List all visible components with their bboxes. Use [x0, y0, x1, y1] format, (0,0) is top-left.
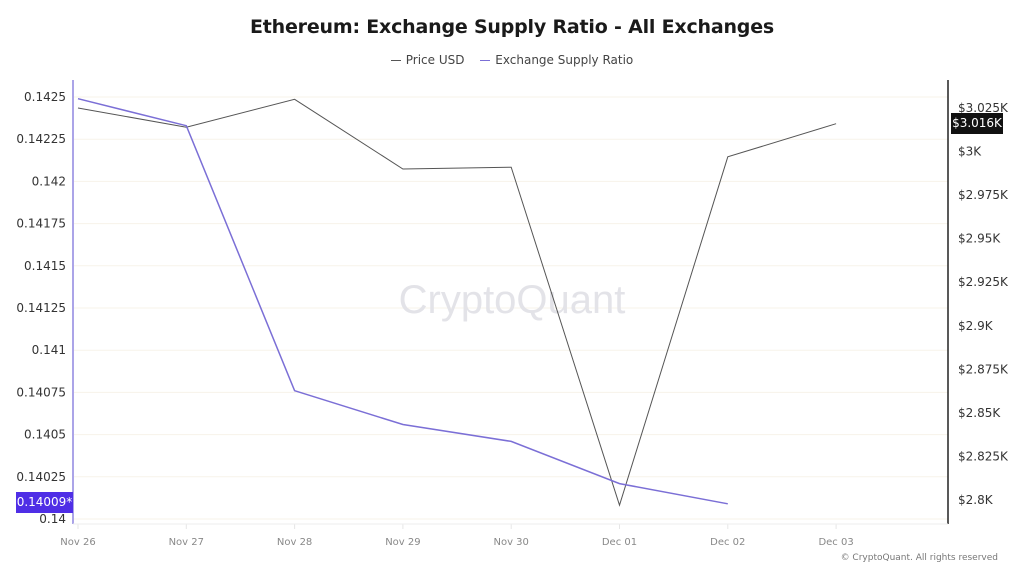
- left-tick-label: 0.142: [32, 174, 66, 188]
- left-tick-label: 0.1425: [24, 90, 66, 104]
- left-tick-label: 0.14175: [16, 217, 66, 231]
- right-tick-label: $2.825K: [958, 449, 1009, 463]
- x-tick-label: Dec 03: [818, 537, 853, 548]
- gridlines: [74, 96, 948, 520]
- legend-label-price: Price USD: [405, 53, 465, 68]
- left-tick-label: 0.14025: [16, 470, 66, 484]
- left-tick-label: 0.1415: [24, 259, 66, 273]
- watermark: CryptoQuant: [399, 278, 626, 322]
- legend-label-supply-ratio: Exchange Supply Ratio: [495, 53, 634, 68]
- right-tick-label: $3.025K: [958, 101, 1009, 115]
- x-tick-label: Dec 01: [602, 537, 637, 548]
- current-price-badge: $3.016K: [951, 113, 1003, 134]
- right-tick-label: $2.925K: [958, 275, 1009, 289]
- right-tick-label: $2.95K: [958, 232, 1001, 246]
- x-tick-label: Dec 02: [710, 537, 745, 548]
- legend-item-price[interactable]: Price USD: [390, 53, 465, 68]
- left-tick-label: 0.14125: [16, 301, 66, 315]
- x-tick-label: Nov 30: [493, 537, 528, 548]
- x-tick-label: Nov 29: [385, 537, 420, 548]
- x-tick-label: Nov 27: [169, 537, 204, 548]
- right-tick-label: $2.9K: [958, 319, 994, 333]
- left-tick-label: 0.1405: [24, 428, 66, 442]
- price-usd-line[interactable]: [77, 98, 837, 507]
- current-ratio-badge: 0.14009*: [16, 492, 73, 513]
- left-tick-label: 0.14: [39, 512, 66, 526]
- left-axis-ticks: 0.1425 0.14225 0.142 0.14175 0.1415 0.14125 0.…: [16, 90, 66, 526]
- left-tick-label: 0.14075: [16, 385, 66, 399]
- legend-swatch-price-icon: [390, 59, 401, 61]
- x-tick-label: Nov 26: [60, 537, 95, 548]
- right-tick-label: $2.8K: [958, 493, 994, 507]
- left-tick-label: 0.14225: [16, 132, 66, 146]
- x-axis-ticks: Nov 26 Nov 27 Nov 28 Nov 29 Nov 30 Dec 01 Dec …: [60, 524, 854, 548]
- exchange-supply-ratio-line[interactable]: [77, 97, 728, 505]
- right-tick-label: $2.875K: [958, 362, 1009, 376]
- right-tick-label: $2.975K: [958, 188, 1009, 202]
- legend-item-supply-ratio[interactable]: Exchange Supply Ratio: [480, 53, 633, 67]
- chart-legend: Price USD Exchange Supply Ratio: [0, 50, 1024, 67]
- right-tick-label: $2.85K: [958, 406, 1001, 420]
- right-axis-ticks: $3.025K $3K $2.975K $2.95K $2.925K $2.9K $2.87…: [958, 101, 1009, 507]
- chart-title: Ethereum: Exchange Supply Ratio - All Ex…: [250, 16, 774, 38]
- left-tick-label: 0.141: [32, 343, 66, 357]
- right-tick-label: $3K: [958, 145, 982, 159]
- x-tick-label: Nov 28: [277, 537, 312, 548]
- legend-swatch-supply-ratio-icon: [480, 59, 491, 61]
- copyright-notice: © CryptoQuant. All rights reserved: [840, 553, 998, 563]
